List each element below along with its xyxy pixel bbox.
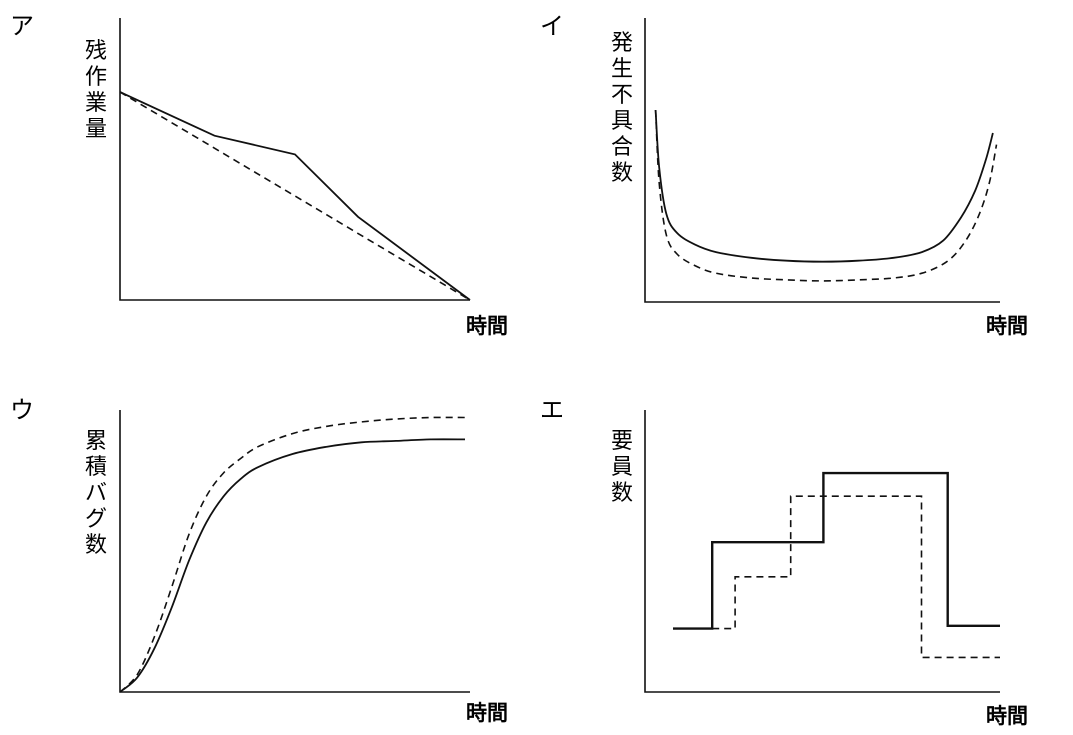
axes-line <box>644 410 1000 693</box>
axes-line <box>119 410 470 693</box>
panel-u-letter: ウ <box>10 396 34 424</box>
panel-i-letter: イ <box>540 12 564 40</box>
panel-e-ylabel: 要員数 <box>611 429 633 506</box>
panel-e-series <box>673 471 1000 659</box>
series-line-dashed <box>119 91 471 301</box>
panel-u-axes <box>119 410 470 693</box>
panel-u-xlabel: 時間 <box>466 701 508 725</box>
panel-u: ウ 累積バグ数 時間 <box>10 396 508 725</box>
series-line-dashed <box>712 495 1000 659</box>
panel-u-ylabel: 累積バグ数 <box>85 429 107 558</box>
panel-a-series <box>119 91 471 301</box>
panel-e-axes <box>644 410 1000 693</box>
panel-e-xlabel: 時間 <box>986 704 1028 728</box>
panel-a-axes <box>119 18 470 301</box>
panel-i-series <box>654 109 998 282</box>
panel-i-ylabel: 発生不具合数 <box>611 31 633 186</box>
series-line-dashed <box>654 109 998 282</box>
panel-a: ア 残作業量 時間 <box>10 12 508 338</box>
axes-line <box>644 18 1000 303</box>
panel-u-series <box>119 416 466 693</box>
panel-a-xlabel: 時間 <box>466 314 508 338</box>
panel-i-axes <box>644 18 1000 303</box>
panel-e-letter: エ <box>540 396 564 424</box>
panel-e: エ 要員数 時間 <box>540 396 1028 728</box>
axes-line <box>119 18 470 301</box>
panel-i-xlabel: 時間 <box>986 314 1028 338</box>
series-line-solid <box>119 438 466 693</box>
panel-a-ylabel: 残作業量 <box>85 39 107 142</box>
panel-i: イ 発生不具合数 時間 <box>540 12 1028 338</box>
panel-a-letter: ア <box>10 12 34 40</box>
series-line-solid <box>654 109 994 263</box>
series-line-solid <box>673 471 1000 630</box>
series-line-dashed <box>119 416 466 693</box>
series-line-solid <box>119 91 471 301</box>
